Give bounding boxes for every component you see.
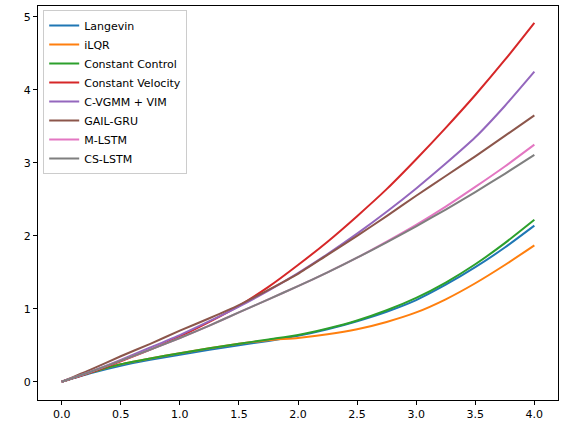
svg-text:3.5: 3.5 [467,408,485,421]
svg-text:C-VGMM + VIM: C-VGMM + VIM [84,96,167,109]
svg-text:4.0: 4.0 [526,408,544,421]
svg-text:Langevin: Langevin [84,20,134,33]
svg-text:2.5: 2.5 [348,408,366,421]
svg-text:0.5: 0.5 [112,408,130,421]
svg-text:3.0: 3.0 [407,408,425,421]
svg-text:0.0: 0.0 [53,408,71,421]
svg-text:M-LSTM: M-LSTM [84,134,127,147]
svg-text:0: 0 [24,376,31,389]
svg-text:Constant Control: Constant Control [84,58,177,71]
svg-text:2.0: 2.0 [289,408,307,421]
svg-text:Constant Velocity: Constant Velocity [84,77,181,90]
svg-text:1: 1 [24,303,31,316]
svg-text:1.0: 1.0 [171,408,189,421]
svg-text:2: 2 [24,230,31,243]
svg-text:5: 5 [24,11,31,24]
svg-text:1.5: 1.5 [230,408,248,421]
svg-text:iLQR: iLQR [84,39,110,52]
svg-text:4: 4 [24,84,31,97]
svg-text:GAIL-GRU: GAIL-GRU [84,115,138,128]
svg-text:3: 3 [24,157,31,170]
svg-text:CS-LSTM: CS-LSTM [84,153,132,166]
